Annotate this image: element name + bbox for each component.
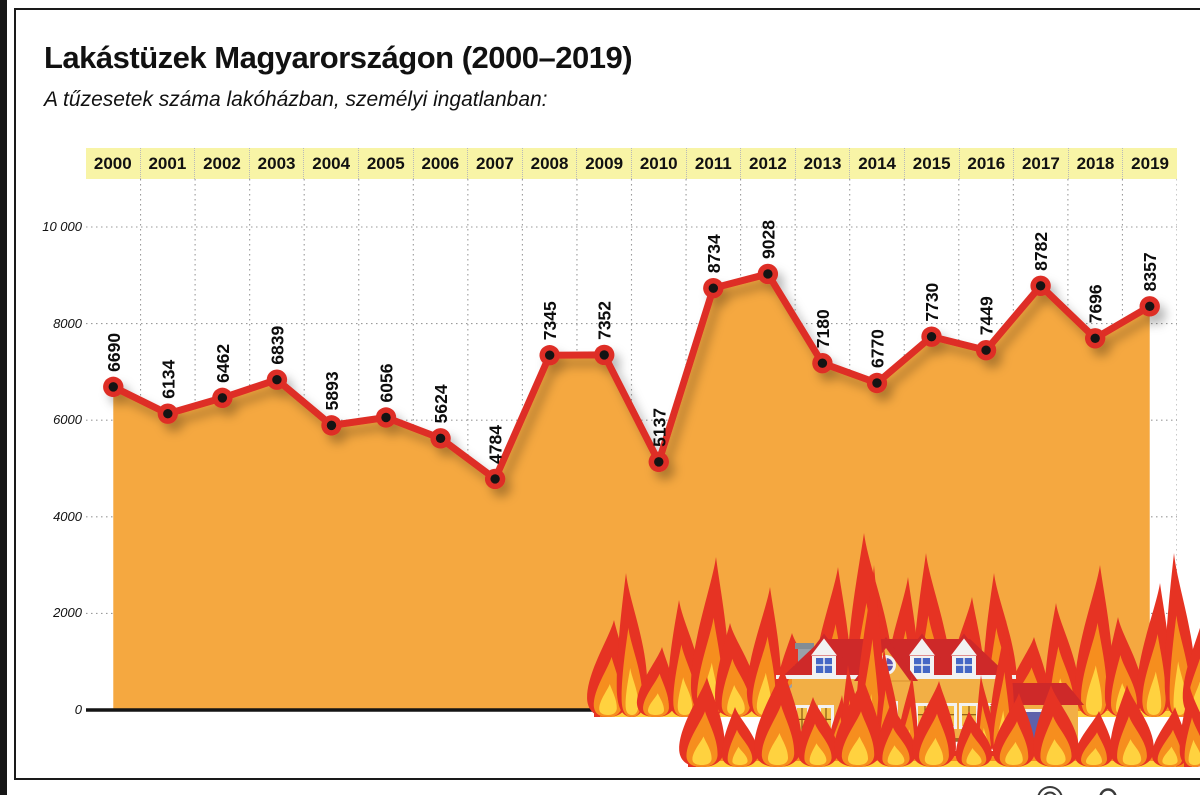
data-point-core: [272, 374, 282, 385]
year-label-2018: 2018: [1067, 148, 1123, 179]
data-point-core: [763, 269, 773, 279]
year-label-2009: 2009: [576, 148, 631, 179]
value-label-2011: 8734: [704, 234, 724, 273]
data-point-core: [708, 283, 719, 293]
year-label-2001: 2001: [139, 148, 195, 179]
data-point-core: [926, 331, 937, 342]
y-tick-2000: 2000: [53, 605, 82, 621]
data-point-core: [217, 393, 228, 403]
value-label-2014: 6770: [867, 329, 887, 368]
value-label-2001: 6134: [158, 360, 178, 399]
dormer-right-1: [902, 633, 942, 675]
year-label-2000: 2000: [93, 154, 132, 173]
value-label-2000: 6690: [104, 333, 124, 372]
year-label-2011: 2011: [685, 148, 741, 179]
y-tick-0: 0: [74, 702, 82, 717]
value-label-2006: 5624: [431, 384, 451, 423]
data-point-core: [872, 378, 882, 388]
year-label-2014: 2014: [849, 148, 904, 179]
year-label-2002: 2002: [194, 148, 249, 179]
year-label-2006: 2006: [412, 148, 468, 179]
year-label-2013: 2013: [794, 148, 850, 179]
chimney-cap: [795, 643, 814, 649]
data-point-core: [544, 350, 555, 360]
y-tick-6000: 6000: [53, 412, 82, 428]
value-label-2009: 7352: [595, 301, 615, 340]
value-label-2008: 7345: [540, 301, 560, 340]
value-label-2010: 5137: [649, 408, 669, 447]
data-point-core: [490, 474, 500, 484]
data-point-core: [108, 382, 118, 392]
watermark-circle-inner: [1043, 791, 1057, 795]
value-label-2002: 6462: [213, 344, 233, 383]
y-tick-4000: 4000: [53, 508, 82, 524]
value-label-2019: 8357: [1140, 252, 1160, 291]
value-label-2015: 7730: [922, 282, 942, 321]
dormer-left: [804, 633, 844, 675]
fire-incidents-area-chart: 6690 6134 6462 6839 5893 6056 5624 4784 7345 7352…: [86, 179, 1177, 712]
y-tick-10000: 10 000: [42, 219, 82, 234]
year-axis: 2000 2001 2002 2003 2004 2005 2006 2007 2008 2009…: [86, 148, 1177, 179]
year-label-2015: 2015: [903, 148, 959, 179]
year-label-2008: 2008: [521, 148, 577, 179]
flames-foreground-icon: [679, 667, 1200, 767]
data-point-core: [1090, 333, 1100, 343]
year-label-2005: 2005: [357, 148, 413, 179]
data-point-core: [981, 345, 991, 355]
burning-house-illustration: [587, 533, 1200, 767]
data-point-core: [654, 457, 664, 467]
year-label-2019: 2019: [1122, 148, 1177, 179]
value-label-2018: 7696: [1086, 284, 1106, 323]
value-label-2005: 6056: [377, 363, 397, 402]
dormer-right-2: [944, 633, 984, 675]
data-point-core: [326, 420, 337, 431]
value-label-2004: 5893: [322, 371, 342, 410]
year-label-2012: 2012: [740, 148, 795, 179]
data-point-core: [381, 412, 391, 423]
data-point-core: [1035, 281, 1046, 291]
data-point-core: [163, 409, 173, 419]
data-point-core: [817, 358, 828, 368]
page-edge-strip: [0, 0, 7, 795]
value-label-2007: 4784: [486, 425, 506, 464]
year-label-2017: 2017: [1013, 148, 1068, 179]
year-label-2007: 2007: [467, 148, 522, 179]
watermark-dot: [1099, 788, 1117, 795]
data-point-core: [435, 433, 446, 444]
y-tick-8000: 8000: [53, 315, 82, 331]
area-fill: [113, 273, 1150, 710]
value-label-2016: 7449: [977, 296, 997, 335]
value-label-2003: 6839: [267, 325, 287, 364]
value-label-2013: 7180: [813, 309, 833, 348]
year-label-2003: 2003: [248, 148, 304, 179]
year-label-2010: 2010: [630, 148, 686, 179]
value-label-2017: 8782: [1031, 232, 1051, 271]
data-point-core: [1145, 301, 1155, 312]
trend-line-group: [103, 263, 1160, 490]
year-label-2004: 2004: [303, 148, 358, 179]
value-label-2012: 9028: [758, 220, 778, 259]
year-label-2016: 2016: [958, 148, 1014, 179]
partial-watermark: [1037, 786, 1117, 795]
chart-title: Lakástüzek Magyarországon (2000–2019): [44, 40, 633, 75]
chart-subtitle: A tűzesetek száma lakóházban, személyi i…: [44, 88, 548, 111]
watermark-circle-outer: [1037, 786, 1063, 795]
chart-frame: [14, 8, 1200, 780]
data-point-core: [599, 350, 609, 360]
